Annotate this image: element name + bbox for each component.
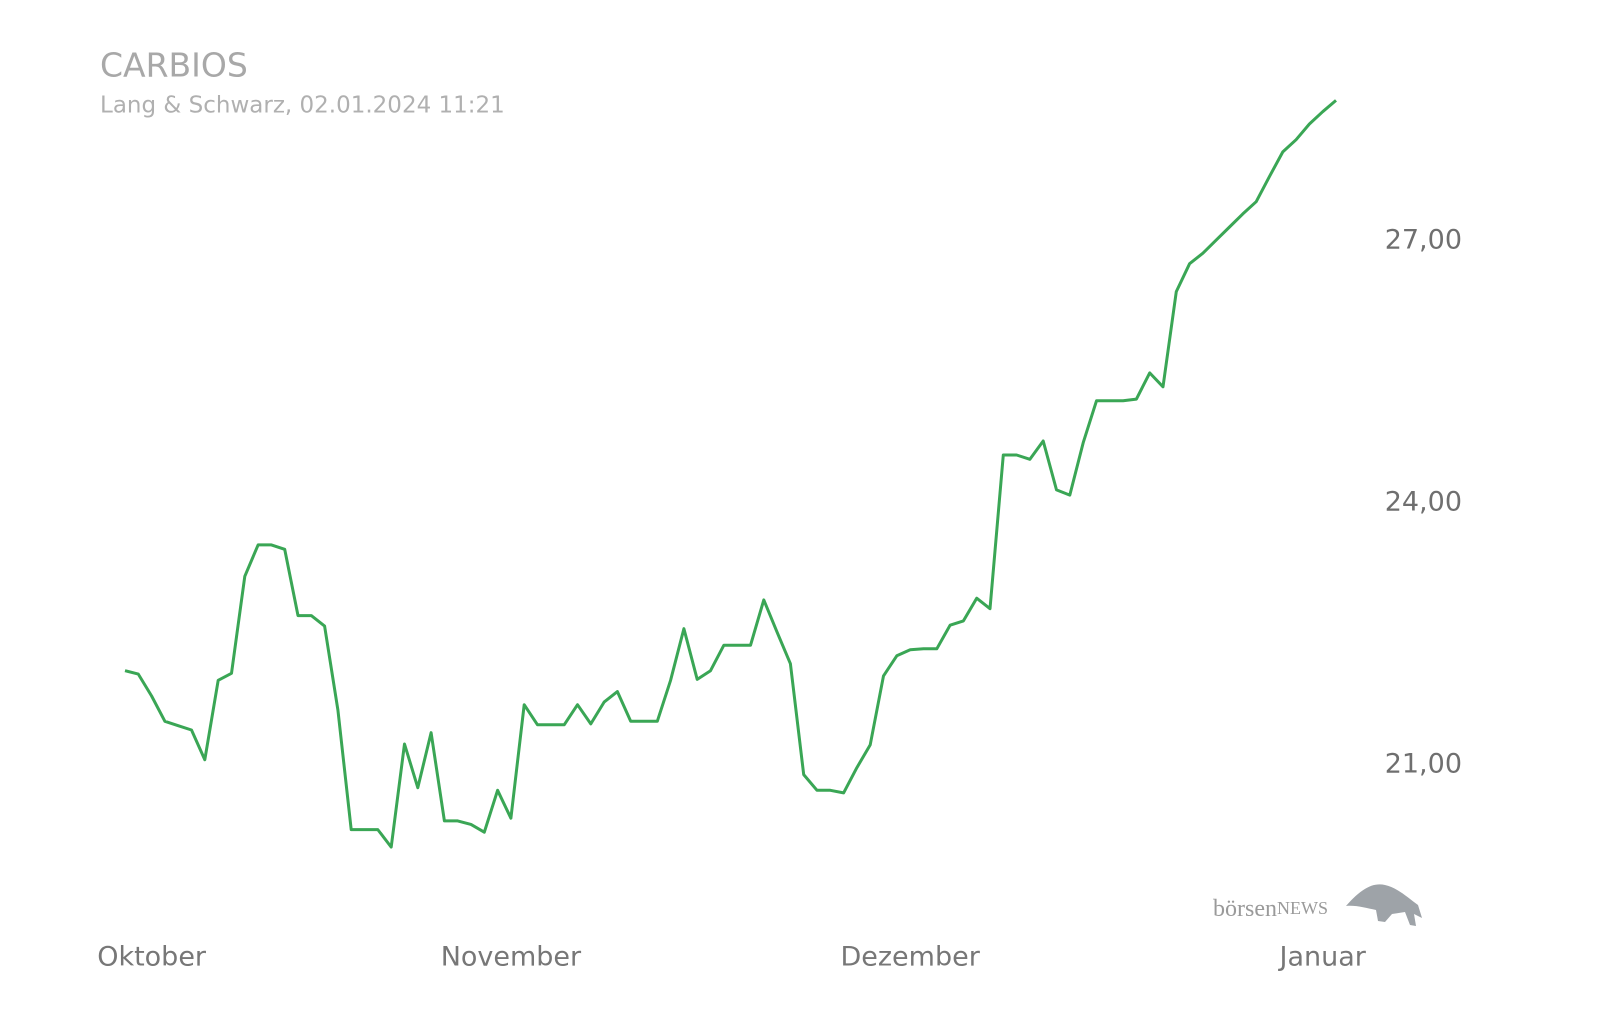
watermark-prefix: börsen	[1213, 896, 1277, 922]
chart-title: CARBIOS	[100, 46, 248, 85]
watermark-text: börsenNEWS	[1213, 896, 1328, 922]
y-tick-label: 21,00	[1385, 748, 1462, 779]
price-line	[124, 99, 1337, 849]
y-tick-label: 24,00	[1385, 486, 1462, 517]
x-tick-label: Oktober	[97, 942, 207, 973]
watermark: börsenNEWS	[1213, 884, 1422, 926]
x-tick-label: November	[441, 942, 582, 973]
watermark-bull	[1346, 884, 1422, 926]
watermark-suffix: NEWS	[1277, 898, 1328, 918]
x-tick-label: Januar	[1277, 942, 1366, 973]
x-tick-label: Dezember	[840, 942, 980, 973]
y-tick-label: 27,00	[1385, 224, 1462, 255]
chart-subtitle: Lang & Schwarz, 02.01.2024 11:21	[100, 93, 505, 119]
